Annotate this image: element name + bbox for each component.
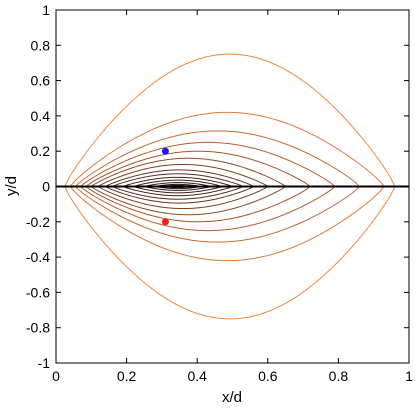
y-axis-ticks: -1 -0.8 -0.6 -0.4 -0.2 0 0.2 0.4 0.6 0.8 1 — [26, 2, 409, 371]
y-tick-label: 1 — [42, 2, 50, 18]
y-tick-label: 0.2 — [31, 143, 51, 159]
y-tick-label: -1 — [38, 355, 51, 371]
y-tick-label: -0.6 — [26, 284, 50, 300]
y-axis-label: y/d — [3, 176, 20, 196]
x-tick-label: 0.8 — [329, 368, 349, 384]
x-axis-ticks: 0 0.2 0.4 0.6 0.8 1 — [52, 10, 413, 384]
x-tick-label: 0.2 — [117, 368, 137, 384]
x-tick-label: 1 — [405, 368, 413, 384]
y-tick-label: -0.4 — [26, 249, 50, 265]
y-tick-label: 0.6 — [31, 73, 51, 89]
y-tick-label: -0.8 — [26, 320, 50, 336]
y-tick-label: 0.4 — [31, 108, 51, 124]
x-tick-label: 0.6 — [258, 368, 278, 384]
y-tick-label: 0.8 — [31, 37, 51, 53]
x-tick-label: 0 — [52, 368, 60, 384]
y-tick-label: 0 — [42, 179, 50, 195]
x-axis-label: x/d — [222, 389, 242, 406]
data-point-1 — [161, 218, 169, 226]
data-points — [161, 147, 169, 226]
x-tick-label: 0.4 — [187, 368, 207, 384]
y-tick-label: -0.2 — [26, 214, 50, 230]
data-point-0 — [161, 147, 169, 155]
